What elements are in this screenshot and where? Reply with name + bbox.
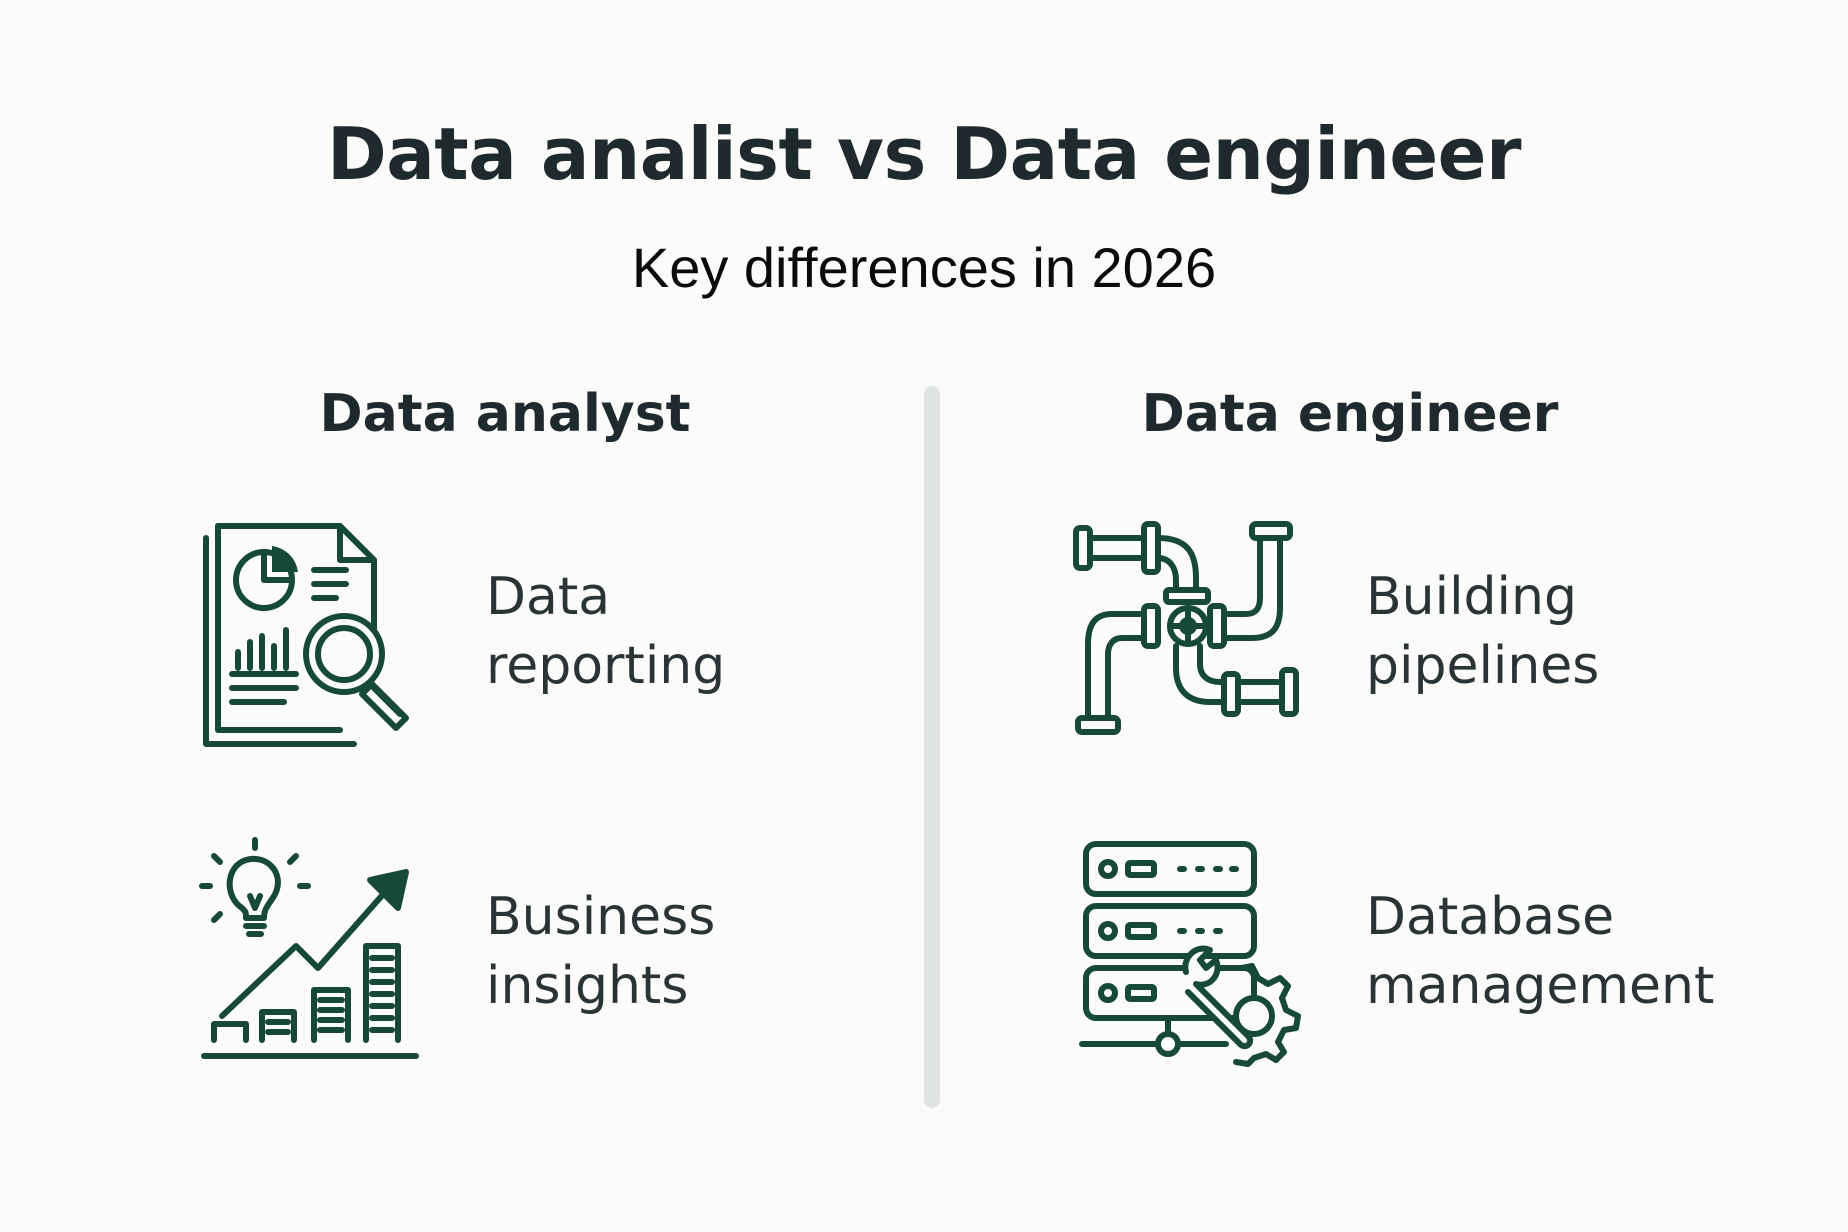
item-line: Data [486, 567, 611, 627]
column-heading-data-analyst: Data analyst [319, 384, 691, 444]
column-heading-data-engineer: Data engineer [1141, 384, 1559, 444]
item-line: insights [486, 956, 689, 1016]
item-line: Database [1366, 887, 1615, 947]
item-line: reporting [486, 636, 726, 696]
item-building-pipelines: Building pipelines [1366, 563, 1599, 701]
lightbulb-growth-chart-icon [194, 836, 426, 1068]
report-magnifier-icon [196, 518, 426, 752]
page-subtitle: Key differences in 2026 [631, 236, 1217, 299]
item-data-reporting: Data reporting [486, 563, 725, 701]
item-database-management: Database management [1366, 883, 1714, 1021]
pipes-valve-icon [1070, 518, 1308, 748]
page-title: Data analist vs Data engineer [326, 112, 1522, 196]
item-line: Business [486, 887, 716, 947]
column-divider [924, 386, 940, 1108]
server-wrench-gear-icon [1076, 838, 1306, 1068]
item-line: pipelines [1366, 636, 1600, 696]
item-line: Building [1366, 567, 1577, 627]
item-line: management [1366, 956, 1715, 1016]
item-business-insights: Business insights [486, 883, 715, 1021]
